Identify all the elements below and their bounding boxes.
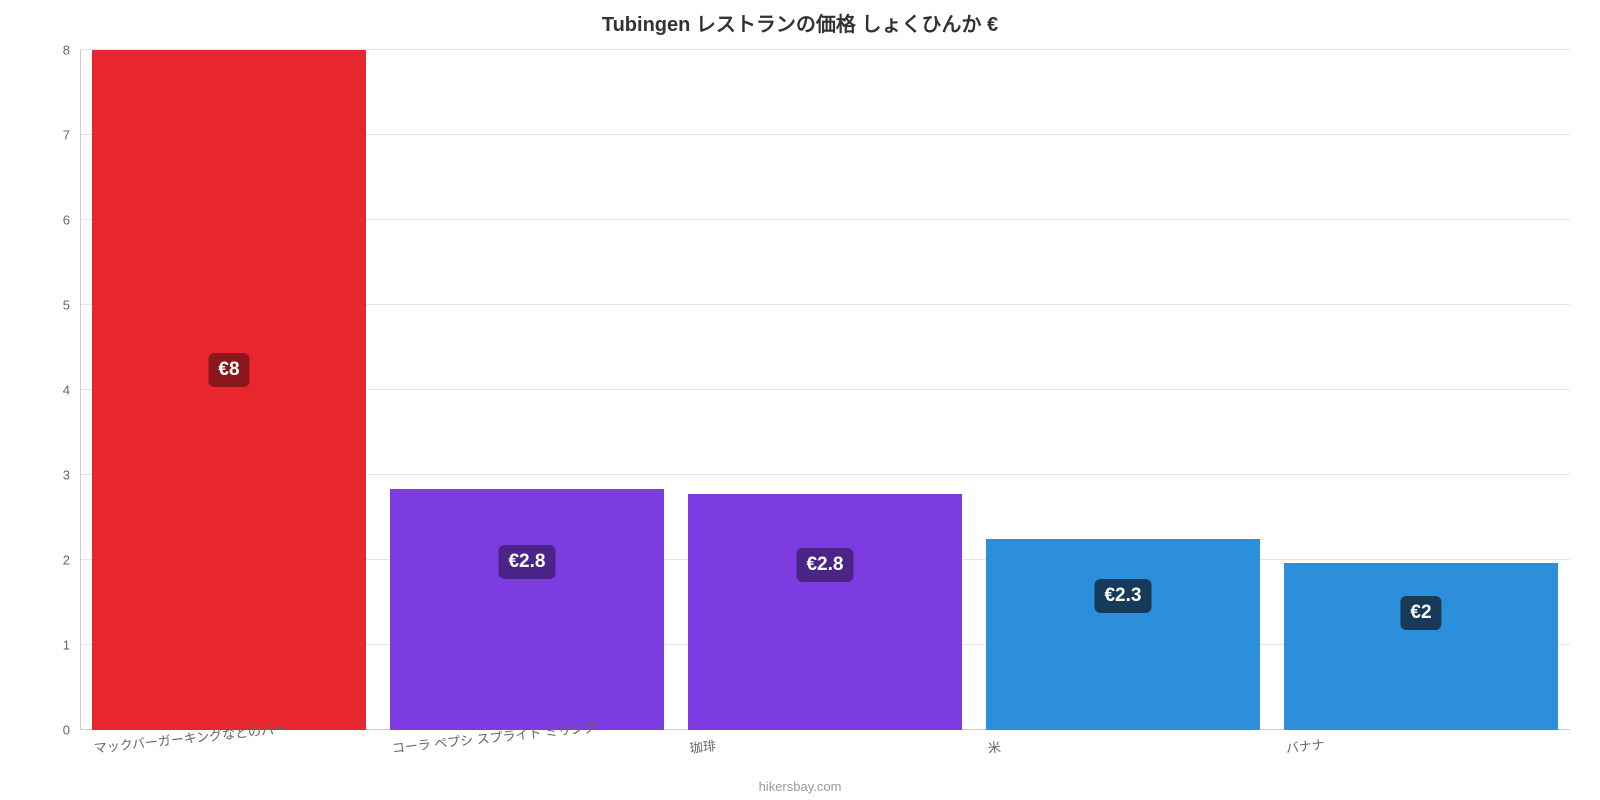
x-tick-label: 珈琲 xyxy=(688,727,717,757)
bar: €2.3 xyxy=(986,539,1260,730)
price-bar-chart: Tubingen レストランの価格 しょくひんか € 012345678 €8€… xyxy=(0,0,1600,800)
plot-area: 012345678 €8€2.8€2.8€2.3€2 マックバーガーキングなどの… xyxy=(80,50,1570,730)
bar-value-badge: €2.8 xyxy=(498,545,555,579)
bar: €8 xyxy=(92,50,366,730)
bar-value-badge: €8 xyxy=(208,353,249,387)
y-tick-label: 5 xyxy=(63,298,80,313)
bar-value-badge: €2 xyxy=(1400,596,1441,630)
y-tick-label: 8 xyxy=(63,43,80,58)
bars-container: €8 €2.8 €2.8 €2.3 €2 xyxy=(80,50,1570,730)
x-tick-label: バナナ xyxy=(1284,726,1326,757)
x-tick-label: 米 xyxy=(986,729,1002,757)
y-tick-label: 2 xyxy=(63,553,80,568)
bar: €2.8 xyxy=(688,494,962,730)
chart-credits: hikersbay.com xyxy=(0,779,1600,794)
y-tick-label: 1 xyxy=(63,638,80,653)
chart-title: Tubingen レストランの価格 しょくひんか € xyxy=(0,8,1600,37)
y-tick-label: 0 xyxy=(63,723,80,738)
y-tick-label: 3 xyxy=(63,468,80,483)
bar-value-badge: €2.8 xyxy=(796,548,853,582)
bar: €2.8 xyxy=(390,489,664,730)
bar: €2 xyxy=(1284,563,1558,730)
y-tick-label: 6 xyxy=(63,213,80,228)
y-tick-label: 7 xyxy=(63,128,80,143)
y-tick-label: 4 xyxy=(63,383,80,398)
bar-value-badge: €2.3 xyxy=(1094,579,1151,613)
